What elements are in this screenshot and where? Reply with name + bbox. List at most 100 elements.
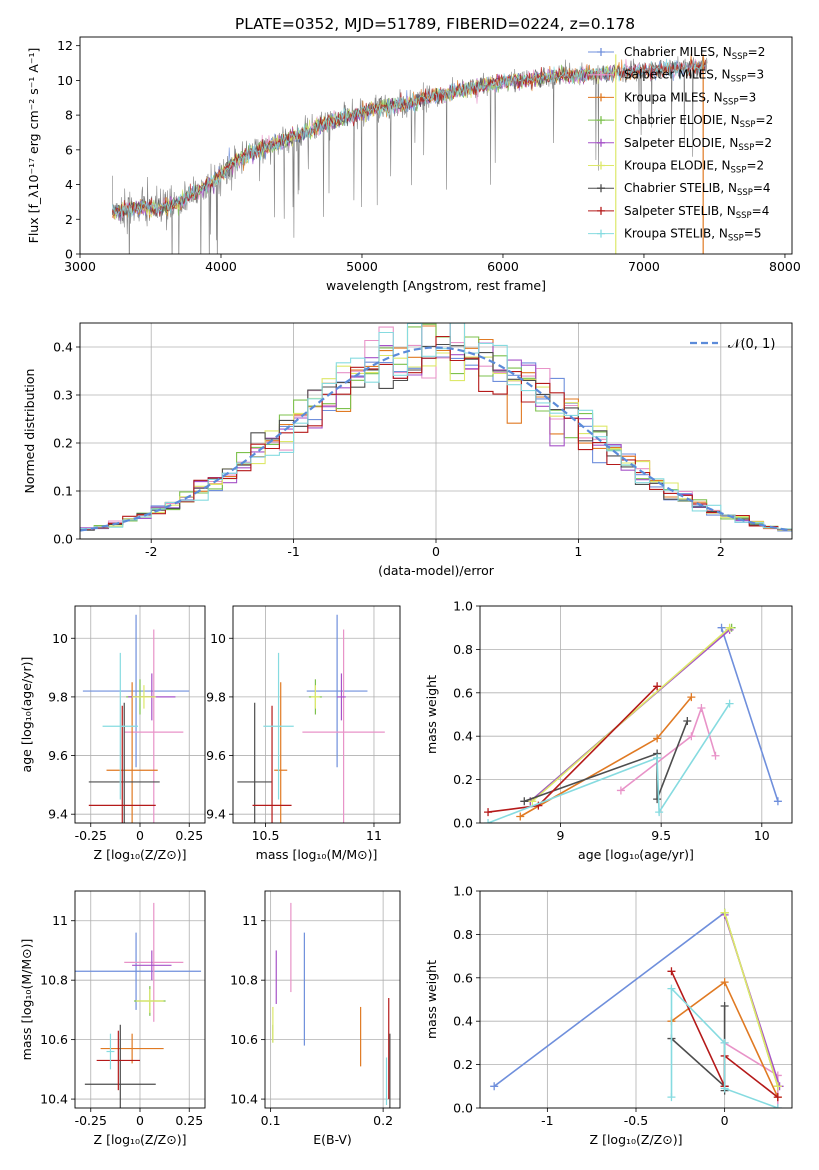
legend-marker [597, 206, 605, 215]
axes-frame [79, 36, 793, 255]
y-axis-label: Flux [f_λ10⁻¹⁷ erg cm⁻² s⁻¹ A⁻¹] [26, 48, 41, 244]
legend-marker [597, 229, 605, 238]
panel-mass-vs-EBV: 0.1 0.2 10.4 10.6 10.8 11 E(B-V) [230, 890, 401, 1147]
y-tick-label: 10.6 [40, 1032, 68, 1047]
axes-frame [232, 605, 401, 824]
x-tick-label: -1 [541, 1113, 553, 1128]
y-tick-label: 10.8 [40, 973, 68, 988]
y-tick-label: 11 [52, 913, 68, 928]
data-point [252, 705, 292, 823]
series-marker [667, 984, 676, 993]
legend-marker [597, 48, 605, 56]
legend-label: Salpeter STELIB, NSSP=4 [624, 204, 769, 221]
series-marker [653, 682, 662, 691]
legend-label: Chabrier MILES, NSSP=2 [624, 45, 765, 62]
y-axis-label: Normed distribution [22, 369, 37, 494]
plot-area [237, 614, 385, 823]
series-path [487, 703, 731, 823]
legend-marker [597, 93, 605, 102]
y-tick-label: 11 [242, 913, 258, 928]
series-marker [773, 797, 782, 806]
x-tick-label: 10.5 [252, 828, 280, 843]
series-line [516, 693, 696, 821]
series-path [620, 705, 717, 792]
series-marker [773, 1104, 782, 1108]
series-path [493, 912, 726, 1087]
y-tick-label: 9.4 [48, 807, 68, 822]
series-marker [653, 734, 662, 743]
axes-frame [79, 322, 793, 540]
data-point [96, 1030, 140, 1091]
data-point [237, 702, 273, 823]
x-tick-label: 9 [557, 828, 565, 843]
series-marker [720, 1038, 729, 1047]
legend-label: Kroupa ELODIE, NSSP=2 [624, 159, 764, 176]
series-line [717, 623, 782, 806]
data-point [75, 932, 202, 1010]
legend-label: Kroupa MILES, NSSP=3 [624, 90, 756, 107]
data-point [100, 1033, 164, 1064]
series-path [720, 627, 779, 802]
legend-marker [597, 116, 605, 125]
y-tick-label: 0.0 [453, 1101, 473, 1116]
legend-label: Kroupa STELIB, NSSP=5 [624, 227, 762, 244]
data-point [106, 682, 158, 823]
y-tick-label: 9.8 [48, 689, 68, 704]
data-point [311, 685, 320, 709]
y-tick-label: 10.4 [230, 1092, 258, 1107]
panel-mass-vs-Z: -0.25 0 0.25 10.4 10.6 10.8 11 Z [log₁₀(Z/Z⊙)] m… [19, 890, 206, 1147]
y-tick-label: 0.1 [53, 484, 73, 499]
y-tick-label: 0.0 [453, 816, 473, 831]
series-path [723, 912, 779, 1087]
data-point [88, 702, 160, 823]
model-spectrum [112, 58, 706, 218]
y-tick-label: 0.2 [453, 772, 473, 787]
x-tick-label: 4000 [205, 259, 237, 274]
axes-frame [74, 605, 206, 824]
series-marker [484, 819, 493, 823]
data-point [274, 682, 288, 823]
x-axis-label: wavelength [Angstrom, rest frame] [326, 278, 546, 293]
y-axis-label: age [log₁₀(age/yr)] [19, 657, 34, 773]
series-marker [697, 703, 706, 712]
y-tick-label: 8 [65, 108, 73, 123]
data-point [106, 1033, 115, 1070]
data-point [84, 1024, 156, 1108]
y-tick-label: 0.4 [453, 729, 473, 744]
legend-label: 𝒩(0, 1) [728, 337, 775, 352]
series-marker [655, 808, 664, 817]
plot-area [82, 614, 190, 823]
y-tick-label: 0.2 [453, 1057, 473, 1072]
data-point [102, 652, 139, 800]
y-tick-label: 2 [65, 212, 73, 227]
x-tick-label: 0 [136, 828, 144, 843]
legend: 𝒩(0, 1) [690, 337, 775, 352]
y-tick-label: 0.3 [53, 388, 73, 403]
x-axis-label: Z [log₁₀(Z/Z⊙)] [590, 1132, 683, 1147]
plot-area [490, 908, 784, 1108]
data-point [82, 614, 190, 768]
series-marker [725, 699, 734, 708]
series-marker [687, 693, 696, 702]
series-marker [711, 751, 720, 760]
panel-weight-vs-age: 9 9.5 10 0.0 0.2 0.4 0.6 0.8 1.0 age [log₁₀(age/y… [424, 599, 793, 862]
plot-area [112, 54, 708, 254]
y-tick-label: 0 [65, 247, 73, 262]
series-marker [720, 908, 729, 917]
y-tick-label: 9.6 [206, 748, 226, 763]
series-marker [653, 795, 662, 804]
y-tick-label: 9.6 [48, 748, 68, 763]
y-tick-label: 0.8 [453, 642, 473, 657]
y-tick-label: 0.4 [453, 1014, 473, 1029]
legend-label: Salpeter MILES, NSSP=3 [624, 68, 764, 85]
data-point [302, 629, 385, 823]
series-line [616, 703, 720, 795]
x-tick-label: 0 [136, 1113, 144, 1128]
axes-frame [74, 890, 206, 1109]
y-tick-label: 9.4 [206, 807, 226, 822]
data-point [136, 989, 164, 1013]
axes-frame [479, 890, 793, 1109]
panel-residuals: -2 -1 0 1 2 0.0 0.1 0.2 0.3 0.4 (data-model)/error… [22, 322, 793, 578]
